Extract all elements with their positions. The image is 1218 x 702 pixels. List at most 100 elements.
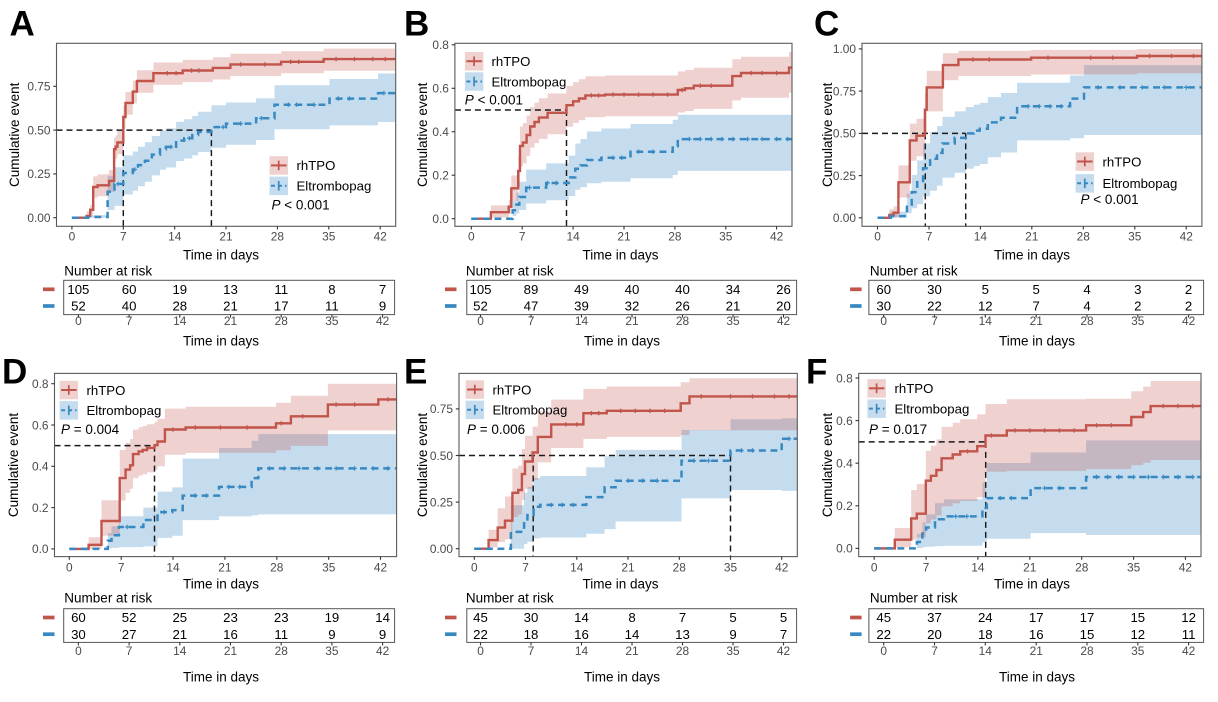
svg-text:0.75: 0.75	[833, 84, 857, 98]
svg-text:35: 35	[726, 644, 740, 658]
svg-text:27: 27	[122, 627, 137, 642]
svg-text:5: 5	[982, 282, 989, 297]
svg-text:7: 7	[926, 229, 933, 243]
svg-text:7: 7	[120, 229, 127, 243]
svg-text:Number at risk: Number at risk	[466, 264, 554, 279]
svg-text:42: 42	[376, 644, 390, 658]
svg-text:35: 35	[322, 560, 336, 574]
svg-text:30: 30	[927, 282, 942, 297]
svg-text:35: 35	[325, 644, 339, 658]
svg-text:0: 0	[871, 560, 878, 574]
svg-text:35: 35	[325, 314, 339, 328]
svg-text:18: 18	[978, 627, 993, 642]
svg-text:0.00: 0.00	[27, 211, 51, 225]
svg-text:rhTPO: rhTPO	[493, 382, 532, 397]
svg-text:52: 52	[122, 610, 137, 625]
svg-text:21: 21	[726, 299, 741, 314]
svg-text:14: 14	[566, 229, 580, 243]
svg-text:13: 13	[223, 282, 238, 297]
svg-text:14: 14	[625, 627, 640, 642]
svg-text:11: 11	[274, 282, 288, 297]
svg-text:15: 15	[1130, 610, 1145, 625]
svg-text:Eltrombopag: Eltrombopag	[297, 179, 372, 194]
svg-text:0.8: 0.8	[32, 377, 49, 391]
svg-text:0.0: 0.0	[32, 542, 49, 556]
svg-text:0.50: 0.50	[833, 127, 857, 141]
svg-text:2: 2	[1134, 299, 1141, 314]
svg-text:9: 9	[379, 627, 386, 642]
svg-text:21: 21	[1025, 229, 1039, 243]
svg-text:21: 21	[617, 229, 631, 243]
svg-text:45: 45	[473, 610, 488, 625]
svg-text:28: 28	[1075, 560, 1089, 574]
svg-text:0.25: 0.25	[833, 169, 857, 183]
svg-text:35: 35	[1131, 314, 1145, 328]
svg-text:Time in days: Time in days	[183, 577, 259, 592]
svg-text:12: 12	[1130, 627, 1145, 642]
svg-text:21: 21	[621, 560, 635, 574]
svg-text:11: 11	[325, 299, 339, 314]
svg-text:28: 28	[172, 299, 187, 314]
svg-text:Time in days: Time in days	[999, 670, 1075, 685]
svg-text:30: 30	[71, 627, 86, 642]
svg-text:rhTPO: rhTPO	[297, 158, 336, 173]
svg-text:105: 105	[67, 282, 89, 297]
svg-text:7: 7	[118, 560, 125, 574]
svg-text:28: 28	[668, 229, 682, 243]
svg-text:14: 14	[575, 644, 589, 658]
svg-text:P < 0.001: P < 0.001	[465, 92, 523, 107]
svg-text:0.75: 0.75	[27, 80, 51, 94]
svg-text:21: 21	[218, 560, 232, 574]
svg-text:7: 7	[379, 282, 386, 297]
svg-text:0.6: 0.6	[836, 414, 853, 428]
svg-text:14: 14	[574, 610, 589, 625]
svg-text:Time in days: Time in days	[584, 333, 660, 348]
svg-text:7: 7	[1033, 299, 1040, 314]
svg-text:0: 0	[880, 644, 887, 658]
svg-text:60: 60	[71, 610, 86, 625]
svg-text:0: 0	[477, 314, 484, 328]
svg-text:42: 42	[770, 229, 784, 243]
svg-text:19: 19	[325, 610, 340, 625]
svg-text:23: 23	[274, 610, 289, 625]
svg-text:0: 0	[874, 229, 881, 243]
svg-text:47: 47	[524, 299, 539, 314]
svg-text:7: 7	[126, 314, 133, 328]
svg-text:42: 42	[374, 560, 388, 574]
svg-text:14: 14	[166, 560, 180, 574]
svg-text:Time in days: Time in days	[183, 333, 259, 348]
svg-text:Time in days: Time in days	[582, 577, 658, 592]
svg-text:35: 35	[724, 560, 738, 574]
svg-text:0: 0	[69, 229, 76, 243]
svg-text:8: 8	[628, 610, 635, 625]
svg-text:Eltrombopag: Eltrombopag	[492, 74, 567, 89]
svg-text:35: 35	[322, 229, 336, 243]
svg-text:A: A	[10, 5, 35, 44]
svg-text:21: 21	[1030, 644, 1044, 658]
svg-text:14: 14	[570, 560, 584, 574]
svg-text:45: 45	[876, 610, 891, 625]
svg-text:0.25: 0.25	[430, 495, 454, 509]
svg-text:35: 35	[719, 229, 733, 243]
svg-text:Cumulative event: Cumulative event	[820, 413, 835, 518]
svg-text:0.2: 0.2	[32, 501, 49, 515]
svg-text:0.75: 0.75	[430, 402, 454, 416]
svg-text:E: E	[404, 353, 427, 392]
svg-text:21: 21	[223, 299, 238, 314]
svg-text:rhTPO: rhTPO	[895, 381, 934, 396]
svg-text:P = 0.006: P = 0.006	[467, 422, 525, 437]
svg-text:F: F	[806, 353, 827, 392]
svg-text:28: 28	[676, 644, 690, 658]
svg-text:0: 0	[880, 314, 887, 328]
svg-text:28: 28	[1077, 229, 1091, 243]
svg-text:14: 14	[979, 314, 993, 328]
svg-text:4: 4	[1083, 299, 1090, 314]
svg-text:105: 105	[469, 282, 491, 297]
svg-text:42: 42	[775, 560, 789, 574]
svg-text:5: 5	[729, 610, 736, 625]
svg-text:35: 35	[726, 314, 740, 328]
svg-text:21: 21	[1023, 560, 1037, 574]
svg-text:P < 0.001: P < 0.001	[272, 198, 330, 213]
svg-text:26: 26	[776, 282, 791, 297]
svg-text:60: 60	[122, 282, 137, 297]
